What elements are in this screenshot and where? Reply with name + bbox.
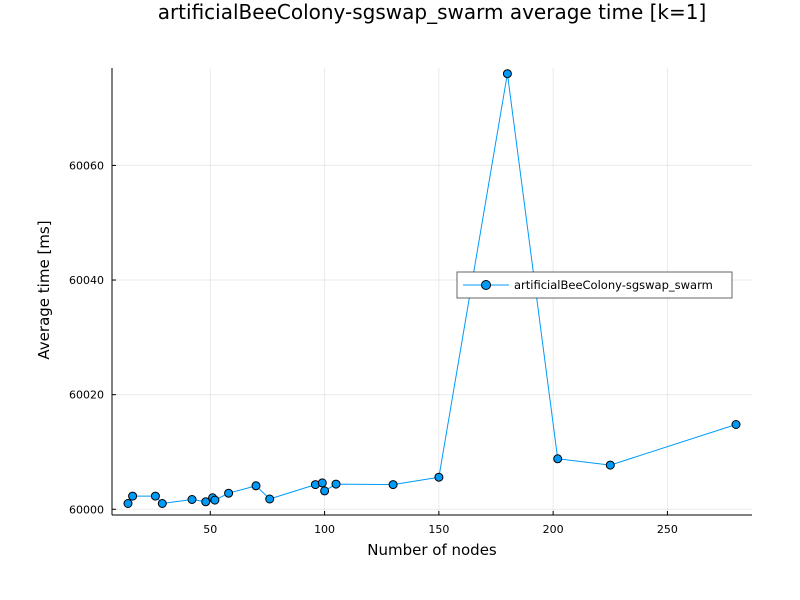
- data-point: [265, 494, 275, 504]
- data-point: [224, 488, 234, 498]
- y-tick-label: 60020: [69, 389, 104, 402]
- axes: 50 100 150 200 250 60000 60020 60040 60060: [69, 68, 752, 536]
- chart-title: artificialBeeColony-sgswap_swarm average…: [158, 0, 707, 24]
- data-point: [251, 481, 261, 491]
- data-point: [320, 486, 330, 496]
- data-point: [731, 420, 741, 429]
- series-layer: [123, 69, 741, 508]
- data-point: [123, 499, 133, 508]
- data-point: [502, 69, 512, 79]
- data-point: [331, 479, 341, 489]
- data-point: [157, 499, 167, 508]
- data-point: [434, 472, 444, 482]
- data-point: [150, 491, 160, 501]
- y-tick-label: 60060: [69, 159, 104, 172]
- data-point: [388, 480, 398, 490]
- y-tick-label: 60040: [69, 274, 104, 287]
- legend-label: artificialBeeColony-sgswap_swarm: [514, 278, 713, 292]
- x-tick-label: 100: [314, 523, 335, 536]
- data-point: [187, 495, 197, 504]
- y-axis-label: Average time [ms]: [35, 220, 53, 359]
- legend-marker: [481, 280, 491, 290]
- x-tick-label: 250: [657, 523, 678, 536]
- x-tick-label: 200: [543, 523, 564, 536]
- x-tick-label: 150: [428, 523, 449, 536]
- data-point: [317, 478, 327, 488]
- x-axis-label: Number of nodes: [367, 541, 497, 559]
- data-point: [128, 491, 138, 501]
- y-tick-label: 60000: [69, 503, 104, 516]
- x-tick-label: 50: [203, 523, 217, 536]
- data-point: [210, 495, 220, 505]
- data-point: [201, 497, 211, 507]
- data-point: [605, 460, 615, 470]
- data-point: [553, 454, 563, 464]
- legend: artificialBeeColony-sgswap_swarm: [456, 271, 733, 299]
